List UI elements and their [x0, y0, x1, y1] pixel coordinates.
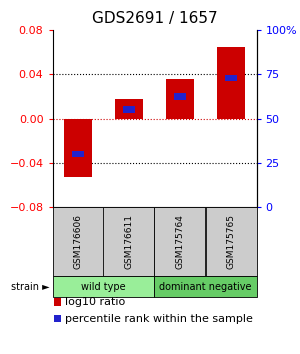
Bar [115, 99, 143, 119]
Text: dominant negative: dominant negative [159, 282, 252, 292]
Text: GSM176606: GSM176606 [74, 214, 82, 269]
Text: log10 ratio: log10 ratio [65, 297, 125, 307]
Title: GDS2691 / 1657: GDS2691 / 1657 [92, 11, 217, 26]
Bar [166, 79, 194, 119]
Bar [123, 107, 135, 113]
Text: wild type: wild type [81, 282, 126, 292]
Text: GSM176611: GSM176611 [124, 214, 134, 269]
Text: GSM175764: GSM175764 [176, 214, 184, 269]
Bar [225, 75, 237, 81]
Bar [174, 93, 186, 100]
Bar [64, 119, 92, 177]
Text: percentile rank within the sample: percentile rank within the sample [65, 314, 253, 324]
Bar [217, 47, 245, 119]
Text: strain ►: strain ► [11, 282, 50, 292]
Text: GSM175765: GSM175765 [226, 214, 236, 269]
Bar [72, 151, 84, 157]
